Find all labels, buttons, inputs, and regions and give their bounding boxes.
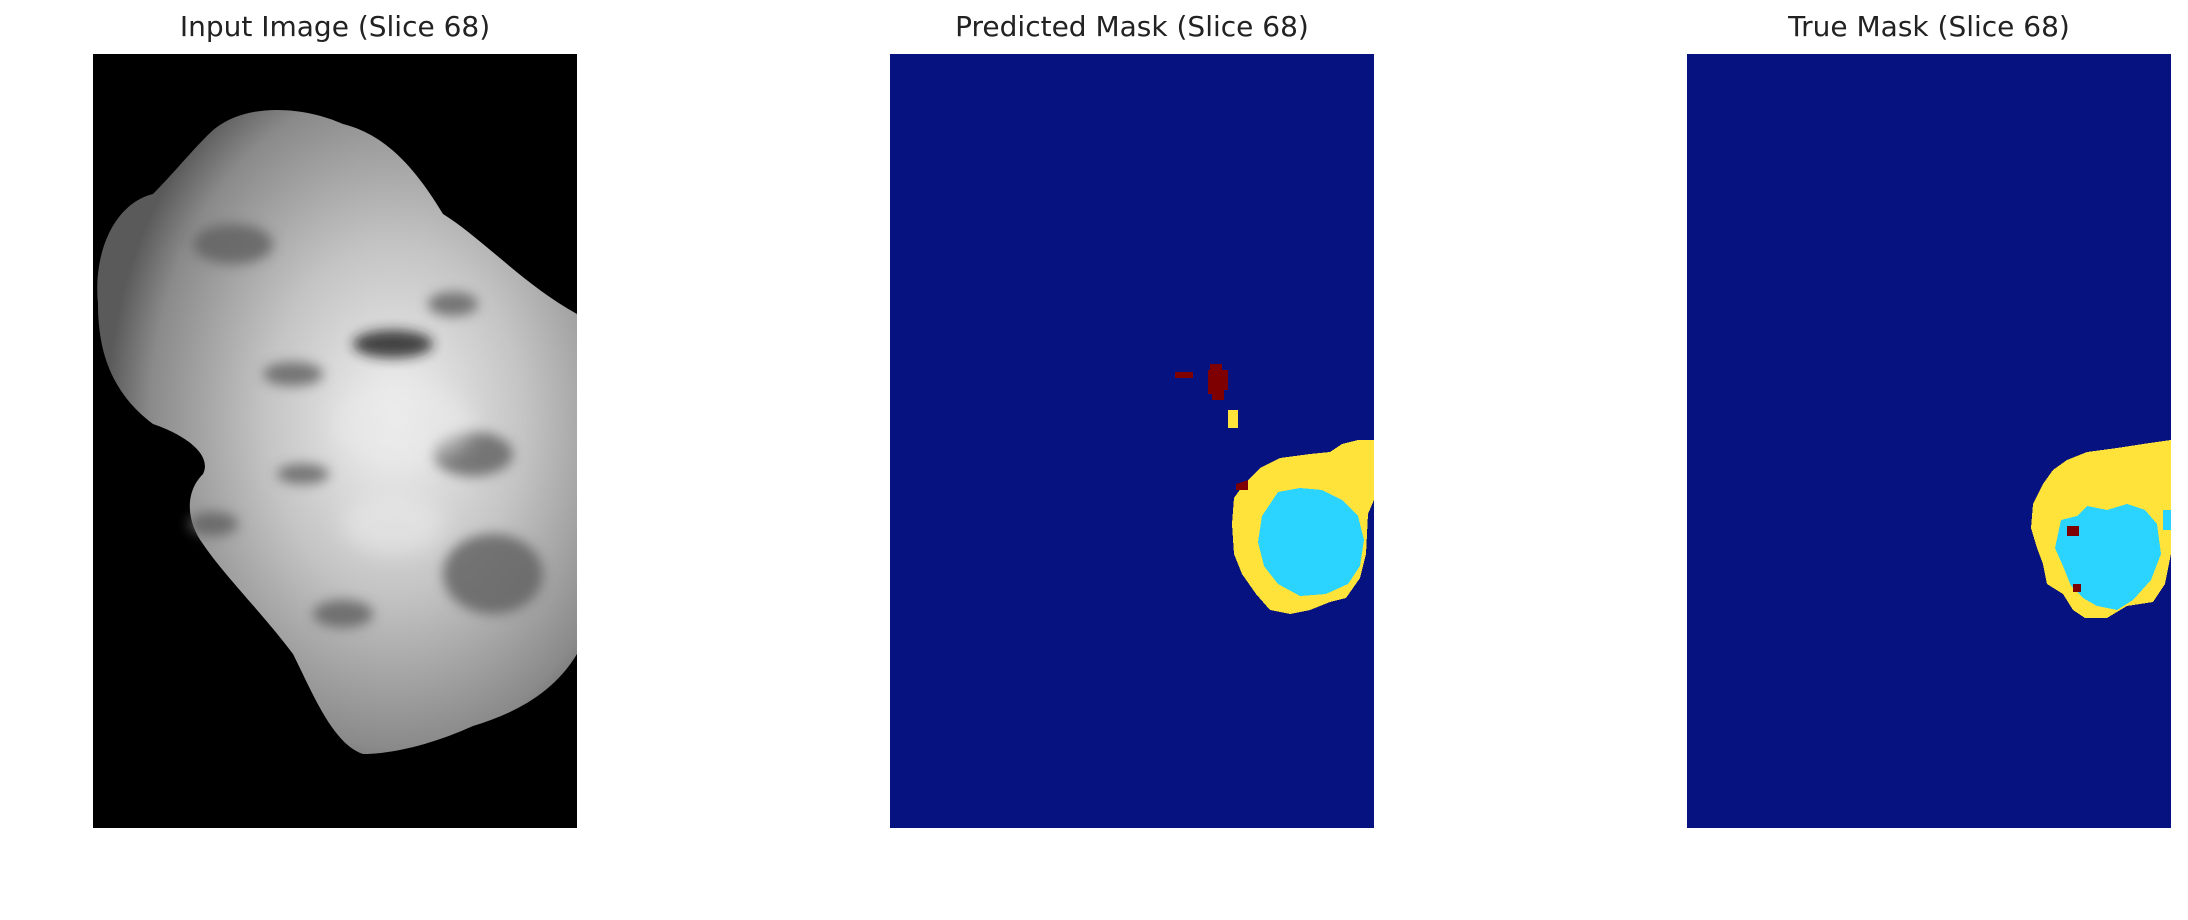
input-image-title: Input Image (Slice 68) (179, 10, 491, 43)
input-image-panel: Input Image (Slice 68) (93, 0, 577, 840)
true-mask-title: True Mask (Slice 68) (1788, 10, 2070, 43)
true-mask-image (1687, 54, 2171, 828)
predicted-mask-panel: Predicted Mask (Slice 68) (890, 0, 1374, 840)
input-image (93, 54, 577, 828)
predicted-mask-image (890, 54, 1374, 828)
true-mask-panel: True Mask (Slice 68) (1687, 0, 2171, 840)
predicted-mask-title: Predicted Mask (Slice 68) (955, 10, 1309, 43)
